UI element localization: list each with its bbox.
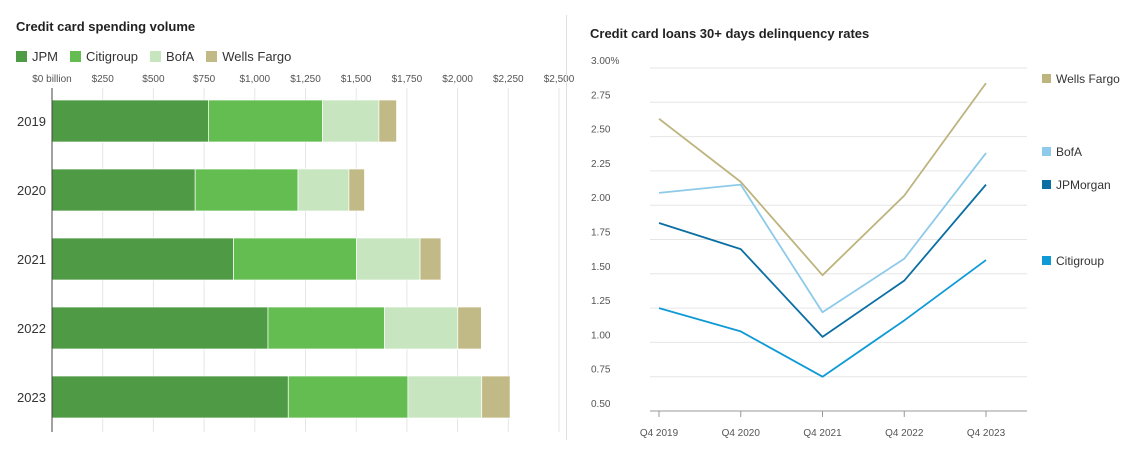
bar-segment-jpm [51, 237, 234, 281]
bar-segment-bofa [356, 237, 421, 281]
y-category-label: 2023 [17, 390, 46, 405]
series-line-citigroup [658, 259, 987, 378]
x-tick-label: Q4 2022 [885, 428, 924, 439]
bar-segment-wells-fargo [481, 375, 511, 419]
legend-swatch-citigroup [70, 51, 81, 62]
legend-swatch-jpm [16, 51, 27, 62]
series-line-jpmorgan [658, 184, 987, 338]
legend-swatch-bofa [1042, 147, 1051, 156]
y-tick-label: 2.75 [591, 90, 611, 101]
bar-segment-jpm [51, 99, 209, 143]
y-tick-label: 2.50 [591, 125, 611, 136]
legend-label-bofa: BofA [1056, 145, 1082, 159]
legend-label-jpmorgan: JPMorgan [1056, 178, 1111, 192]
y-tick-label: 0.75 [591, 365, 611, 376]
legend-swatch-citigroup [1042, 256, 1051, 265]
legend-label-wells-fargo: Wells Fargo [222, 49, 292, 64]
legend-item-wells-fargo: Wells Fargo [206, 49, 291, 64]
legend-swatch-wells-fargo [206, 51, 218, 62]
x-tick-label: Q4 2019 [640, 428, 679, 439]
legend-label-wells-fargo: Wells Fargo [1056, 72, 1120, 86]
bar-segment-citigroup [233, 237, 357, 281]
x-tick-label: $500 [142, 74, 165, 85]
legend-label-jpm: JPM [32, 49, 58, 64]
legend-label-citigroup: Citigroup [86, 49, 139, 64]
x-tick-label: $0 billion [32, 74, 71, 85]
left-chart-legend: JPM Citigroup BofA Wells Fargo [16, 49, 303, 64]
legend-swatch-jpmorgan [1042, 180, 1051, 189]
x-tick-label: $1,000 [240, 74, 271, 85]
legend-item-bofa: BofA [150, 49, 194, 64]
legend-item-jpm: JPM [16, 49, 58, 64]
legend-label-citigroup: Citigroup [1056, 254, 1104, 268]
bar-segment-wells-fargo [457, 306, 482, 350]
bar-segment-wells-fargo [419, 237, 442, 281]
spending-bar-chart: $0 billion $250 $500 $750 $1,000 $1,250 $1,500… [17, 74, 575, 432]
bar-segment-bofa [384, 306, 459, 350]
x-tick-label: Q4 2023 [967, 428, 1006, 439]
y-category-label: 2019 [17, 114, 46, 129]
y-tick-label: 1.50 [591, 262, 611, 273]
legend-swatch-bofa [150, 51, 162, 62]
bar-segment-wells-fargo [378, 99, 397, 143]
delinquency-line-chart: 0.50 0.75 1.00 1.25 1.50 1.75 2.00 2.25 2.50 2.75… [591, 56, 1120, 439]
bar-segment-citigroup [267, 306, 385, 350]
bar-segment-jpm [51, 375, 289, 419]
x-tick-label: $1,750 [392, 74, 423, 85]
x-tick-label: $2,500 [544, 74, 575, 85]
x-tick-label: Q4 2021 [803, 428, 842, 439]
x-tick-label: $2,250 [493, 74, 524, 85]
legend-swatch-wells-fargo [1042, 74, 1051, 83]
y-category-label: 2020 [17, 183, 46, 198]
bar-segment-bofa [322, 99, 380, 143]
series-line-wells-fargo [658, 82, 987, 277]
bar-segment-citigroup [287, 375, 409, 419]
y-category-label: 2021 [17, 252, 46, 267]
left-chart-title: Credit card spending volume [16, 19, 196, 34]
y-tick-label: 1.25 [591, 296, 611, 307]
y-category-label: 2022 [17, 321, 46, 336]
right-chart-title: Credit card loans 30+ days delinquency r… [590, 26, 870, 41]
series-line-bofa [658, 152, 987, 314]
x-tick-label: $1,250 [290, 74, 321, 85]
x-tick-label: $250 [92, 74, 115, 85]
chart-divider [566, 15, 567, 440]
bar-segment-citigroup [208, 99, 323, 143]
x-tick-label: $1,500 [341, 74, 372, 85]
y-tick-label: 2.25 [591, 159, 611, 170]
bar-segment-bofa [297, 168, 350, 212]
y-tick-label: 2.00 [591, 193, 611, 204]
bar-segment-jpm [51, 168, 196, 212]
legend-item-citigroup: Citigroup [70, 49, 138, 64]
bar-segment-citigroup [194, 168, 299, 212]
y-tick-label: 1.00 [591, 330, 611, 341]
bar-segment-jpm [51, 306, 269, 350]
x-tick-label: Q4 2020 [722, 428, 761, 439]
bar-segment-wells-fargo [348, 168, 365, 212]
y-tick-label: 0.50 [591, 399, 611, 410]
bar-segment-bofa [407, 375, 483, 419]
y-tick-label: 3.00% [591, 56, 619, 67]
x-tick-label: $750 [193, 74, 216, 85]
legend-label-bofa: BofA [166, 49, 195, 64]
y-tick-label: 1.75 [591, 228, 611, 239]
x-tick-label: $2,000 [442, 74, 473, 85]
